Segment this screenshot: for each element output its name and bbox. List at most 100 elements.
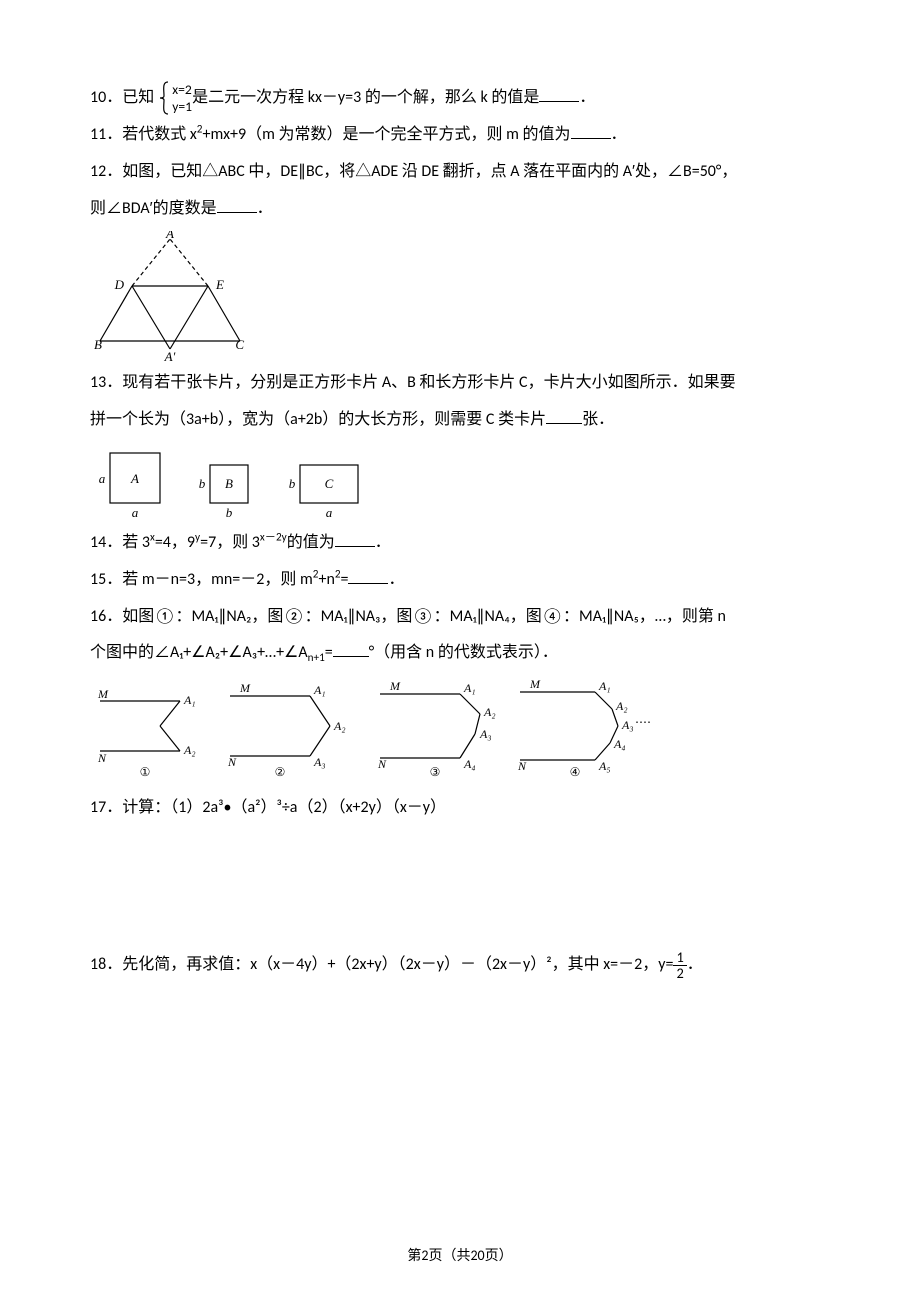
q13-number: 13． — [90, 373, 122, 392]
footer-suffix: 页） — [485, 1247, 513, 1264]
q14-tail: ． — [375, 533, 391, 552]
figure-q12: A D E B C A′ — [90, 231, 250, 361]
q14-d: 的值为 — [287, 533, 335, 552]
q17-text: 计算：（1）2a³•（a²）³÷a（2）（x+2y）（x－y） — [122, 798, 446, 817]
question-13-line1: 13．现有若干张卡片，分别是正方形卡片 A、B 和长方形卡片 C，卡片大小如图所… — [90, 365, 830, 402]
p1-M: M — [97, 687, 109, 701]
page-footer: 第2页（共20页） — [0, 1240, 920, 1272]
label-A: A — [165, 231, 174, 241]
q16-line2a: 个图中的∠A₁+∠A₂+∠A₃+…+∠A — [90, 643, 308, 662]
label-E: E — [215, 277, 224, 292]
p3-N: N — [377, 757, 387, 771]
blank — [571, 122, 611, 139]
p2-N: N — [227, 755, 237, 769]
q13-line2b: 张． — [582, 410, 614, 429]
q15-a: 若 m－n=3，mn=－2，则 m — [122, 570, 313, 589]
system-brace — [158, 80, 170, 117]
card-C-label: C — [325, 476, 334, 491]
footer-mid: 页（共 — [428, 1247, 470, 1264]
question-15: 15．若 m－n=3，mn=－2，则 m2+n2=． — [90, 562, 830, 599]
q16-line2b: = — [325, 643, 333, 662]
sys-eq-bot: y=1 — [172, 98, 192, 115]
q16-sub: n+1 — [308, 652, 325, 666]
p2-M: M — [239, 681, 251, 695]
frac-den: 2 — [673, 966, 686, 980]
label-Ap: A′ — [164, 349, 176, 361]
q12-tail: ． — [257, 199, 273, 218]
p1-A1: A₁ — [183, 693, 196, 707]
question-12-line1: 12．如图，已知△ABC 中，DE∥BC，将△ADE 沿 DE 翻折，点 A 落… — [90, 154, 830, 191]
q18-a: 先化简，再求值：x（x－4y）+（2x+y）（2x－y）－（2x－y）²，其中 … — [122, 955, 673, 974]
p4-A2: A₂ — [615, 699, 628, 713]
q12-number: 12． — [90, 162, 122, 181]
p3-M: M — [389, 679, 401, 693]
q10-number: 10． — [90, 88, 122, 107]
q11-tail: ． — [611, 125, 627, 144]
question-16-line1: 16．如图①：MA₁∥NA₂，图②：MA₁∥NA₃，图③：MA₁∥NA₄，图④：… — [90, 599, 830, 636]
p3-A1: A₁ — [463, 681, 476, 695]
blank-space — [90, 827, 830, 947]
footer-prefix: 第 — [407, 1247, 421, 1264]
card-C-left: b — [289, 476, 296, 491]
q13-line2a: 拼一个长为（3a+b），宽为（a+2b）的大长方形，则需要 C 类卡片 — [90, 410, 546, 429]
p2-A3: A₃ — [313, 755, 326, 769]
card-B-left: b — [199, 476, 206, 491]
p1-A2: A₂ — [183, 743, 196, 757]
p1-N: N — [97, 751, 107, 765]
question-18: 18．先化简，再求值：x（x－4y）+（2x+y）（2x－y）－（2x－y）²，… — [90, 947, 830, 984]
blank — [539, 85, 579, 102]
svg-text:⋯⋯: ⋯⋯ — [635, 715, 650, 729]
p3-label: ③ — [430, 765, 441, 779]
p2-A1: A₁ — [313, 683, 326, 697]
q17-number: 17． — [90, 798, 122, 817]
p3-A2: A₂ — [483, 705, 496, 719]
label-C: C — [235, 337, 244, 352]
q14-c: =7，则 3 — [200, 533, 260, 552]
p2-A2: A₂ — [333, 719, 346, 733]
p1-label: ① — [140, 765, 151, 779]
card-B-label: B — [225, 476, 233, 491]
q14-b: =4，9 — [155, 533, 195, 552]
question-17: 17．计算：（1）2a³•（a²）³÷a（2）（x+2y）（x－y） — [90, 790, 830, 827]
label-D: D — [114, 277, 125, 292]
p4-label: ④ — [570, 765, 581, 779]
figure-q13: A a a B b b C b a — [90, 443, 390, 521]
q10-text-mid: 是二元一次方程 kx－y=3 的一个解，那么 k 的值是 — [192, 88, 539, 107]
q13-line1: 现有若干张卡片，分别是正方形卡片 A、B 和长方形卡片 C，卡片大小如图所示．如… — [122, 373, 735, 392]
card-A-bot: a — [132, 505, 139, 520]
q11-a: 若代数式 x — [122, 125, 197, 144]
p2-label: ② — [275, 765, 286, 779]
q15-number: 15． — [90, 570, 122, 589]
q12-line1: 如图，已知△ABC 中，DE∥BC，将△ADE 沿 DE 翻折，点 A 落在平面… — [122, 162, 737, 181]
p4-A3: A₃ — [621, 718, 634, 732]
figure-q16: M N A₁ A₂ ① M N A₁ A₂ A₃ ② — [90, 676, 650, 786]
blank — [333, 640, 369, 657]
card-A-label: A — [130, 471, 139, 486]
q15-b: +n — [318, 570, 334, 589]
q16-line1: 如图①：MA₁∥NA₂，图②：MA₁∥NA₃，图③：MA₁∥NA₄，图④：MA₁… — [122, 607, 726, 626]
blank — [217, 196, 257, 213]
q11-number: 11． — [90, 125, 122, 144]
p4-A5: A₅ — [598, 759, 611, 773]
p4-A1: A₁ — [598, 679, 611, 693]
blank — [335, 530, 375, 547]
system-content: x=2y=1 — [172, 81, 192, 115]
p3-A4: A₄ — [463, 757, 476, 771]
label-B: B — [94, 337, 102, 352]
q12-line2a: 则∠BDA′的度数是 — [90, 199, 217, 218]
page: 10．已知 x=2y=1是二元一次方程 kx－y=3 的一个解，那么 k 的值是 ．… — [0, 0, 920, 1302]
card-C-bot: a — [326, 505, 333, 520]
question-11: 11．若代数式 x2+mx+9（m 为常数）是一个完全平方式，则 m 的值为． — [90, 117, 830, 154]
blank — [348, 567, 388, 584]
question-13-line2: 拼一个长为（3a+b），宽为（a+2b）的大长方形，则需要 C 类卡片 张． — [90, 402, 830, 439]
q14-a: 若 3 — [122, 533, 150, 552]
q15-c: = — [341, 570, 349, 589]
q15-tail: ． — [388, 570, 404, 589]
q10-tail: ． — [579, 88, 595, 107]
blank — [546, 407, 582, 424]
question-14: 14．若 3x=4，9y=7，则 3x－2y的值为． — [90, 525, 830, 562]
sys-eq-top: x=2 — [172, 81, 192, 98]
q10-text-pre: 已知 — [122, 88, 154, 107]
p3-A3: A₃ — [479, 727, 492, 741]
q16-number: 16． — [90, 607, 122, 626]
